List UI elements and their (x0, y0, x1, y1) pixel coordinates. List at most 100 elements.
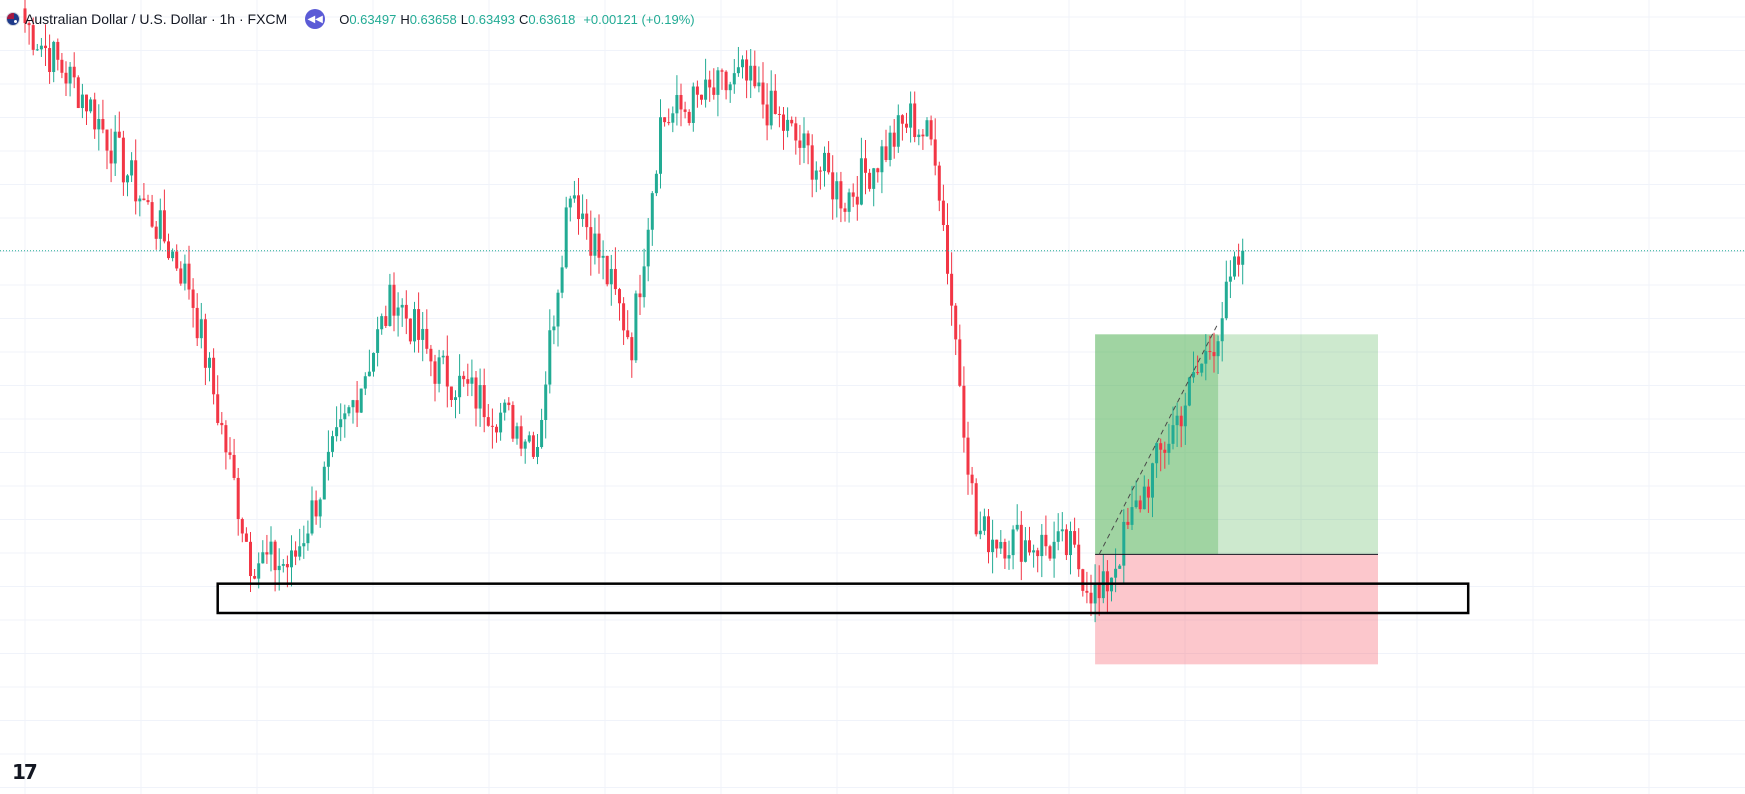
candle-body (794, 123, 798, 141)
candle-body (302, 543, 306, 547)
candle-body (1122, 521, 1126, 566)
candle-body (101, 119, 105, 130)
candle-body (80, 94, 84, 109)
candle-body (474, 377, 478, 409)
candle-body (753, 65, 757, 87)
candle-body (240, 519, 244, 534)
candle-body (708, 79, 712, 88)
candle-body (1040, 534, 1044, 557)
support-zone-box (216, 582, 1470, 615)
candle-body (298, 546, 302, 557)
candle-body (31, 25, 35, 50)
symbol-title[interactable]: Australian Dollar / U.S. Dollar · 1h · F… (25, 11, 288, 27)
candle-body (146, 200, 150, 203)
candle-body (60, 59, 64, 73)
close-value: 0.63618 (528, 11, 576, 27)
candle-body (68, 66, 72, 84)
candle-body (413, 309, 416, 342)
candle-body (568, 198, 572, 208)
candle-body (1130, 507, 1134, 525)
change-value: +0.00121 (+0.19%) (583, 11, 695, 27)
candle-body (917, 134, 921, 138)
candle-body (486, 417, 490, 426)
candle-body (331, 436, 334, 452)
candle-body (905, 123, 908, 128)
candle-body (1028, 540, 1031, 553)
candle-body (425, 328, 429, 349)
candle-body (1077, 544, 1081, 570)
candle-body (433, 361, 437, 384)
candle-body (1200, 363, 1204, 373)
candle-body (1015, 524, 1019, 530)
rewind-icon[interactable]: ◀◀ (305, 9, 326, 29)
candle-body (437, 357, 441, 384)
candle-body (1089, 592, 1093, 604)
candle-body (158, 210, 162, 239)
candle-body (44, 45, 47, 49)
candle-body (671, 113, 675, 123)
candle-body (720, 70, 724, 72)
candle-body (253, 576, 257, 579)
candle-body (64, 72, 68, 84)
candle-body (408, 318, 412, 342)
candle-body (749, 65, 753, 81)
candle-body (757, 82, 761, 87)
candle-body (265, 552, 269, 555)
candle-body (134, 160, 138, 202)
candle-body (85, 94, 88, 112)
candle-body (257, 563, 261, 579)
candle-body (1237, 256, 1241, 265)
candle-body (818, 170, 822, 172)
candle-body (872, 168, 876, 189)
candle-body (1167, 443, 1171, 453)
high-value: 0.63658 (409, 11, 457, 27)
candle-body (687, 111, 691, 123)
candle-body (429, 348, 433, 362)
candle-body (950, 273, 954, 306)
candle-body (56, 41, 60, 60)
candle-body (404, 304, 408, 319)
candle-body (695, 86, 699, 95)
candle-body (281, 564, 285, 566)
candle-body (868, 172, 872, 189)
candle-body (724, 71, 728, 91)
aud-usd-flag-icon (6, 12, 20, 26)
candle-body (622, 303, 626, 331)
candle-body (1192, 372, 1195, 378)
candle-body (900, 115, 904, 124)
candle-body (1023, 540, 1027, 562)
candle-body (76, 77, 80, 109)
candle-body (1233, 256, 1236, 277)
candle-body (642, 266, 646, 298)
candle-body (236, 477, 240, 520)
candle-body (572, 195, 576, 199)
candle-body (203, 319, 207, 368)
candle-body (1011, 529, 1015, 556)
candle-body (470, 377, 474, 384)
candle-body (1179, 415, 1183, 427)
candle-body (105, 129, 109, 151)
candle-body (285, 564, 289, 568)
candle-body (523, 441, 527, 449)
candle-body (716, 70, 720, 95)
candle-body (117, 131, 121, 138)
candle-body (962, 385, 966, 438)
candle-body (35, 49, 39, 51)
candle-body (335, 427, 339, 437)
candle-body (1044, 534, 1048, 547)
candlestick-series (23, 0, 1245, 623)
candle-body (745, 59, 749, 81)
candle-body (679, 94, 683, 110)
candle-body (798, 140, 802, 148)
candle-body (769, 90, 773, 126)
candle-body (982, 516, 986, 531)
candle-body (380, 316, 384, 330)
candle-body (589, 227, 593, 256)
candle-body (855, 196, 859, 205)
candle-body (1228, 276, 1232, 282)
chart-legend: Australian Dollar / U.S. Dollar · 1h · F… (6, 9, 695, 29)
candle-body (261, 552, 265, 564)
candle-body (343, 413, 347, 420)
tradingview-logo-icon[interactable]: 17 (12, 760, 38, 784)
